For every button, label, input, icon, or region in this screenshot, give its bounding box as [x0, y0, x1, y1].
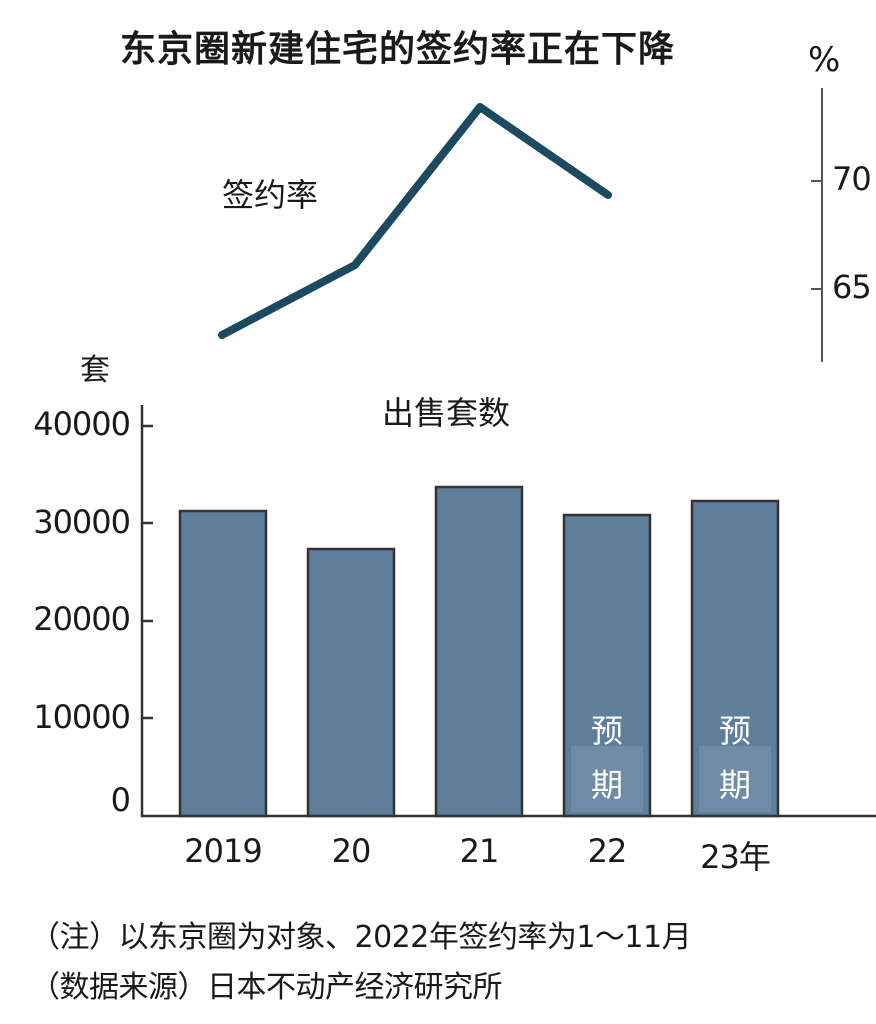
line-series-label: 签约率 [222, 176, 319, 214]
x-label-2021: 21 [459, 832, 500, 870]
line-axis [811, 88, 823, 362]
chart-title: 东京圈新建住宅的签约率正在下降 [120, 29, 676, 70]
contract-rate-line [218, 103, 612, 339]
x-label-2023: 23年 [700, 838, 771, 876]
x-label-2022: 22 [587, 832, 628, 870]
projection-box-2023 [699, 746, 771, 812]
bar-tick-30000: 30000 [33, 503, 131, 541]
data-source: （数据来源）日本不动产经济研究所 [30, 970, 503, 1005]
bar-2019 [178, 509, 268, 818]
bar-tick-40000: 40000 [33, 405, 131, 443]
line-tick-70: 70 [832, 160, 872, 198]
projection-label-2023-bottom: 期 [719, 766, 751, 804]
line-axis-unit: % [808, 40, 841, 80]
bar-tick-20000: 20000 [33, 600, 131, 638]
projection-box-2022 [571, 746, 643, 812]
x-label-2019: 2019 [184, 832, 262, 870]
x-label-2020: 20 [331, 832, 372, 870]
bar-tick-0: 0 [110, 781, 131, 819]
bar-2020 [306, 547, 396, 818]
projection-label-2022-bottom: 期 [591, 766, 623, 804]
line-tick-65: 65 [832, 268, 872, 306]
bar-2021 [434, 485, 524, 818]
bar-series-label: 出售套数 [382, 394, 511, 432]
projection-label-2023-top: 预 [719, 712, 751, 750]
bar-tick-10000: 10000 [33, 698, 131, 736]
footnote: （注）以东京圈为对象、2022年签约率为1～11月 [30, 920, 692, 955]
bar-axis-unit: 套 [80, 353, 110, 388]
projection-label-2022-top: 预 [591, 712, 623, 750]
